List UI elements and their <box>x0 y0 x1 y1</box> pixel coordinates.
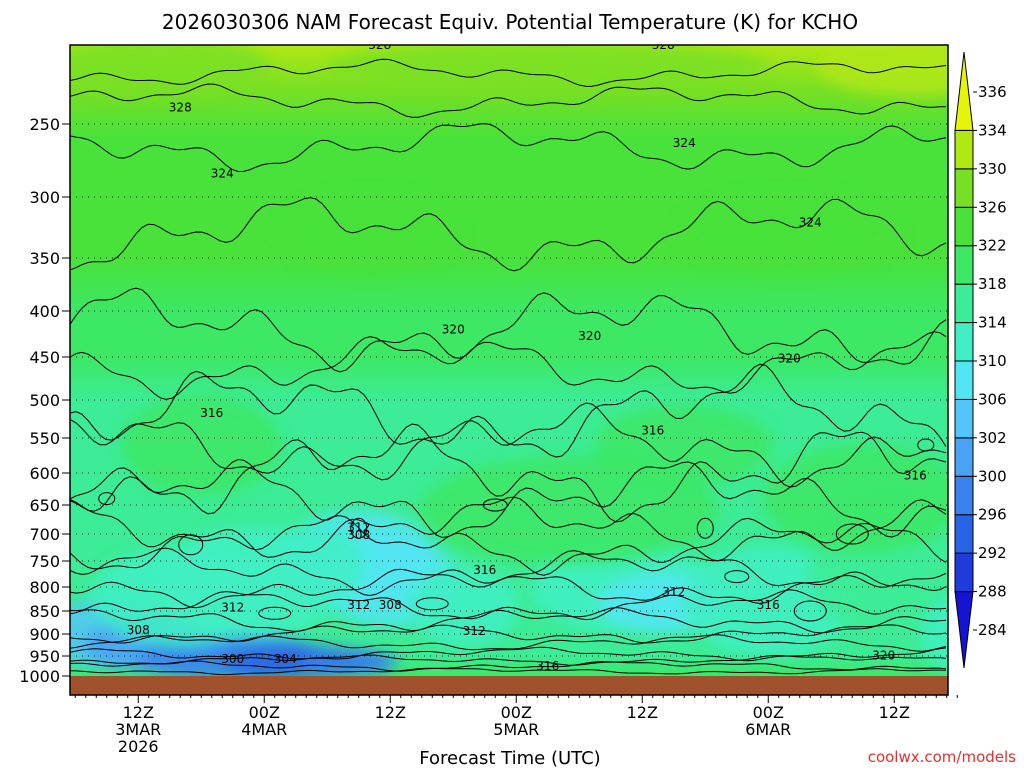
colorbar-swatch <box>954 283 974 324</box>
contour-label: 312 <box>347 521 370 535</box>
colorbar-swatch <box>954 245 974 285</box>
contour-label: 312 <box>662 585 685 599</box>
pressure-gridlines <box>70 123 948 657</box>
y-tick-label: 550 <box>29 429 60 448</box>
colorbar-label: 288 <box>978 583 1007 601</box>
x-tick-label: 3MAR <box>115 720 161 739</box>
colorbar-swatch <box>954 360 974 400</box>
contour-label: 316 <box>200 406 223 420</box>
colorbar-label: 336 <box>978 83 1007 101</box>
colorbar-label: 334 <box>978 121 1007 139</box>
x-tick-label: 6MAR <box>745 720 791 739</box>
ground-strip <box>70 676 948 695</box>
colorbar-swatch <box>954 51 974 131</box>
contour-label: 312 <box>463 624 486 638</box>
x-tick-label: 00Z <box>753 703 784 722</box>
colorbar-label: 330 <box>978 160 1007 178</box>
y-tick-label: 500 <box>29 391 60 410</box>
colorbar-swatch <box>954 475 974 516</box>
contour-label: 316 <box>757 598 780 612</box>
contour-label: 324 <box>211 167 234 181</box>
contour-label: 312 <box>347 598 370 612</box>
colorbar-label: 314 <box>978 314 1007 332</box>
y-tick-label: 400 <box>29 302 60 321</box>
contour-lines <box>70 58 947 676</box>
x-tick-label: 12Z <box>123 703 154 722</box>
x-tick-label: 5MAR <box>493 720 539 739</box>
colorbar-label: 306 <box>978 390 1007 408</box>
contour-label: 324 <box>799 216 822 230</box>
y-tick-label: 900 <box>29 625 60 644</box>
colorbar-swatch <box>954 514 974 554</box>
colorbar-swatch <box>954 129 974 170</box>
contour-label: 328 <box>368 38 391 52</box>
x-tick-label: 12Z <box>375 703 406 722</box>
contour-label: 328 <box>169 101 192 115</box>
colorbar-swatch <box>954 552 974 593</box>
contour-label: 316 <box>641 423 664 437</box>
colorbar-swatch <box>954 322 974 362</box>
watermark: coolwx.com/models <box>868 748 1016 766</box>
contour-label: 328 <box>652 38 675 52</box>
colorbar-swatch <box>954 591 974 669</box>
contour-label: 320 <box>872 649 895 663</box>
contour-label: 316 <box>904 469 927 483</box>
colorbar-swatch <box>954 398 974 439</box>
colorbar-swatch <box>954 168 974 208</box>
x-tick-label: 00Z <box>249 703 280 722</box>
y-tick-label: 300 <box>29 188 60 207</box>
colorbar-label: 310 <box>978 352 1007 370</box>
x-tick-label: 2026 <box>118 737 159 756</box>
y-tick-label: 700 <box>29 525 60 544</box>
colorbar-label: 292 <box>978 544 1007 562</box>
colorbar-label: 326 <box>978 198 1007 216</box>
colorbar-label: 300 <box>978 467 1007 485</box>
y-tick-label: 950 <box>29 647 60 666</box>
colorbar-label: 284 <box>978 621 1007 639</box>
y-tick-label: 450 <box>29 348 60 367</box>
colorbar-label: 302 <box>978 429 1007 447</box>
y-tick-label: 250 <box>29 115 60 134</box>
x-tick-label: 00Z <box>501 703 532 722</box>
y-tick-label: 750 <box>29 552 60 571</box>
contour-label: 300 <box>221 652 244 666</box>
colorbar-swatch <box>954 206 974 247</box>
contour-label: 316 <box>536 659 559 673</box>
theta-e-anomalies <box>70 45 948 678</box>
colorbar-swatch <box>954 437 974 477</box>
contour-label: 316 <box>473 563 496 577</box>
contour-label: 308 <box>127 623 150 637</box>
x-axis-title: Forecast Time (UTC) <box>419 748 600 768</box>
chart-title: 2026030306 NAM Forecast Equiv. Potential… <box>162 10 858 34</box>
contour-label: 320 <box>778 352 801 366</box>
contour-label: 320 <box>578 329 601 343</box>
contour-label: 304 <box>274 652 297 666</box>
y-axis: 250 300 350 400 450 500 550 600 650 700 750 800 850 9… <box>19 115 70 686</box>
y-tick-label: 800 <box>29 578 60 597</box>
plot-frame <box>69 44 949 696</box>
contour-label: 308 <box>347 528 370 542</box>
y-tick-label: 850 <box>29 602 60 621</box>
contour-label: 312 <box>221 601 244 615</box>
x-tick-label: 12Z <box>879 703 910 722</box>
colorbar-label: 318 <box>978 275 1007 293</box>
y-tick-label: 600 <box>29 464 60 483</box>
y-tick-label: 1000 <box>19 667 60 686</box>
x-tick-label: 4MAR <box>241 720 287 739</box>
y-tick-label: 650 <box>29 496 60 515</box>
x-tick-label: 12Z <box>627 703 658 722</box>
y-tick-label: 350 <box>29 249 60 268</box>
colorbar: 284 288 292 296 300 302 306 310 314 318 322 326 330 3… <box>954 51 1007 669</box>
contour-label: 320 <box>442 322 465 336</box>
contour-label: 324 <box>673 136 696 150</box>
colorbar-label: 296 <box>978 506 1007 524</box>
colorbar-label: 322 <box>978 237 1007 255</box>
contour-label: 308 <box>379 598 402 612</box>
